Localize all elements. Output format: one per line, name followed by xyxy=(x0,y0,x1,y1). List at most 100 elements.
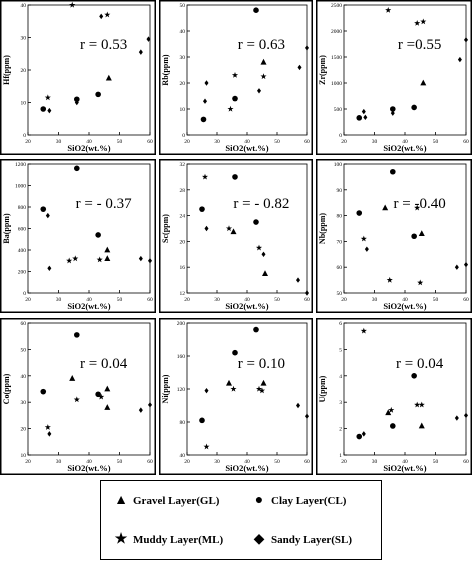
y-tick-label: 60 xyxy=(21,321,27,327)
star-point xyxy=(104,11,111,18)
y-tick-label: 16 xyxy=(180,265,186,271)
triangle-point xyxy=(420,79,427,86)
x-tick-label: 60 xyxy=(147,459,153,465)
diamond-point xyxy=(204,80,209,86)
y-tick-label: 40 xyxy=(21,3,27,9)
correlation-annotation: r = -0.40 xyxy=(394,196,446,212)
circle-point xyxy=(390,423,396,429)
y-tick-label: 10 xyxy=(180,107,186,113)
star-point xyxy=(230,385,237,392)
circle-icon: ● xyxy=(254,493,264,508)
y-tick-label: 40 xyxy=(21,374,27,380)
triangle-point xyxy=(230,228,237,235)
x-tick-label: 40 xyxy=(244,459,250,465)
y-tick-label: 5 xyxy=(339,347,342,353)
star-point xyxy=(73,396,80,403)
circle-point xyxy=(40,206,47,212)
x-tick-label: 30 xyxy=(372,139,378,145)
y-tick-label: 28 xyxy=(180,188,186,194)
x-tick-label: 20 xyxy=(184,139,190,145)
panel-frame xyxy=(0,318,156,475)
panel-frame xyxy=(0,0,156,155)
star-point xyxy=(386,276,393,283)
y-tick-label: 1000 xyxy=(15,184,26,190)
panel-rb: 20 30 40 50 60 0 10 20 30 40 50 SiO2(wt.%) Rb(ppm) r … xyxy=(159,0,313,155)
diamond-point xyxy=(204,225,209,232)
y-tick-label: 500 xyxy=(334,107,343,113)
plot-area xyxy=(343,4,467,136)
diamond-point xyxy=(464,37,468,43)
diamond-point xyxy=(363,114,368,121)
triangle-point xyxy=(69,375,76,381)
star-icon: ★ xyxy=(114,532,128,547)
y-axis-label: Hf(ppm) xyxy=(2,55,11,85)
legend-label-gravel: Gravel Layer(GL) xyxy=(133,495,220,507)
y-axis-label: Rb(ppm) xyxy=(161,54,170,85)
legend-label-sandy: Sandy Layer(SL) xyxy=(271,534,352,546)
y-tick-label: 2 xyxy=(339,427,342,433)
triangle-point xyxy=(385,409,392,416)
diamond-point xyxy=(261,251,266,257)
x-tick-label: 60 xyxy=(304,459,310,465)
x-axis-label: SiO2(wt.%) xyxy=(225,301,268,311)
panel-nb: 20 30 40 50 60 50 60 70 80 90 100 SiO2(wt.%) Nb(ppm)… xyxy=(316,159,472,313)
x-tick-label: 60 xyxy=(147,297,153,303)
x-axis-label: SiO2(wt.%) xyxy=(225,143,268,153)
y-tick-label: 10 xyxy=(21,101,27,107)
y-tick-label: 30 xyxy=(21,36,27,42)
triangle-point xyxy=(260,58,267,65)
y-tick-label: 30 xyxy=(180,55,186,61)
legend: ▲ Gravel Layer(GL) ● Clay Layer(CL) ★ Muddy… xyxy=(100,480,382,560)
plot-area xyxy=(343,163,467,294)
x-tick-label: 50 xyxy=(274,459,280,465)
x-tick-label: 30 xyxy=(372,459,378,465)
y-tick-label: 12 xyxy=(180,291,186,297)
x-tick-label: 40 xyxy=(244,139,250,145)
circle-point xyxy=(356,210,363,216)
circle-point xyxy=(199,417,205,424)
circle-point xyxy=(253,7,259,13)
correlation-annotation: r = 0.04 xyxy=(396,356,444,372)
legend-item-muddy: ★ Muddy Layer(ML) xyxy=(113,531,223,548)
diamond-point xyxy=(296,402,300,409)
y-axis-label: Nb(ppm) xyxy=(318,213,327,244)
panel-frame xyxy=(316,318,472,475)
x-tick-label: 20 xyxy=(25,139,31,145)
circle-point xyxy=(253,326,259,333)
plot-area xyxy=(186,322,308,456)
x-tick-label: 40 xyxy=(86,297,92,303)
x-tick-label: 50 xyxy=(117,139,123,145)
x-axis-label: SiO2(wt.%) xyxy=(67,143,110,153)
triangle-point xyxy=(262,270,268,277)
panel-ba: 20 30 40 50 60020040060080010001200SiO2(wt.%… xyxy=(0,159,156,313)
y-tick-label: 20 xyxy=(180,239,186,245)
y-tick-label: 1500 xyxy=(331,55,342,61)
diamond-point xyxy=(47,265,52,271)
y-tick-label: 400 xyxy=(18,248,27,254)
panel-frame xyxy=(159,318,313,475)
diamond-point xyxy=(305,413,309,419)
x-tick-label: 60 xyxy=(463,297,469,303)
panel-frame xyxy=(0,159,156,313)
y-tick-label: 0 xyxy=(339,133,342,139)
star-point xyxy=(203,443,210,450)
correlation-annotation: r = - 0.37 xyxy=(76,196,132,212)
correlation-annotation: r = - 0.82 xyxy=(233,196,289,212)
star-point xyxy=(255,385,263,392)
y-tick-label: 40 xyxy=(180,453,186,459)
diamond-point xyxy=(47,107,52,114)
star-point xyxy=(44,424,51,430)
star-point xyxy=(360,327,367,334)
star-point xyxy=(72,255,79,262)
y-tick-label: 4 xyxy=(339,374,342,380)
diamond-point xyxy=(361,108,366,115)
x-tick-label: 30 xyxy=(56,139,62,145)
diamond-point xyxy=(148,402,152,408)
star-point xyxy=(225,225,233,232)
diamond-point xyxy=(296,277,300,283)
y-tick-label: 50 xyxy=(337,291,343,297)
x-tick-label: 40 xyxy=(86,459,92,465)
plot-area xyxy=(27,163,151,294)
x-tick-label: 50 xyxy=(117,297,123,303)
